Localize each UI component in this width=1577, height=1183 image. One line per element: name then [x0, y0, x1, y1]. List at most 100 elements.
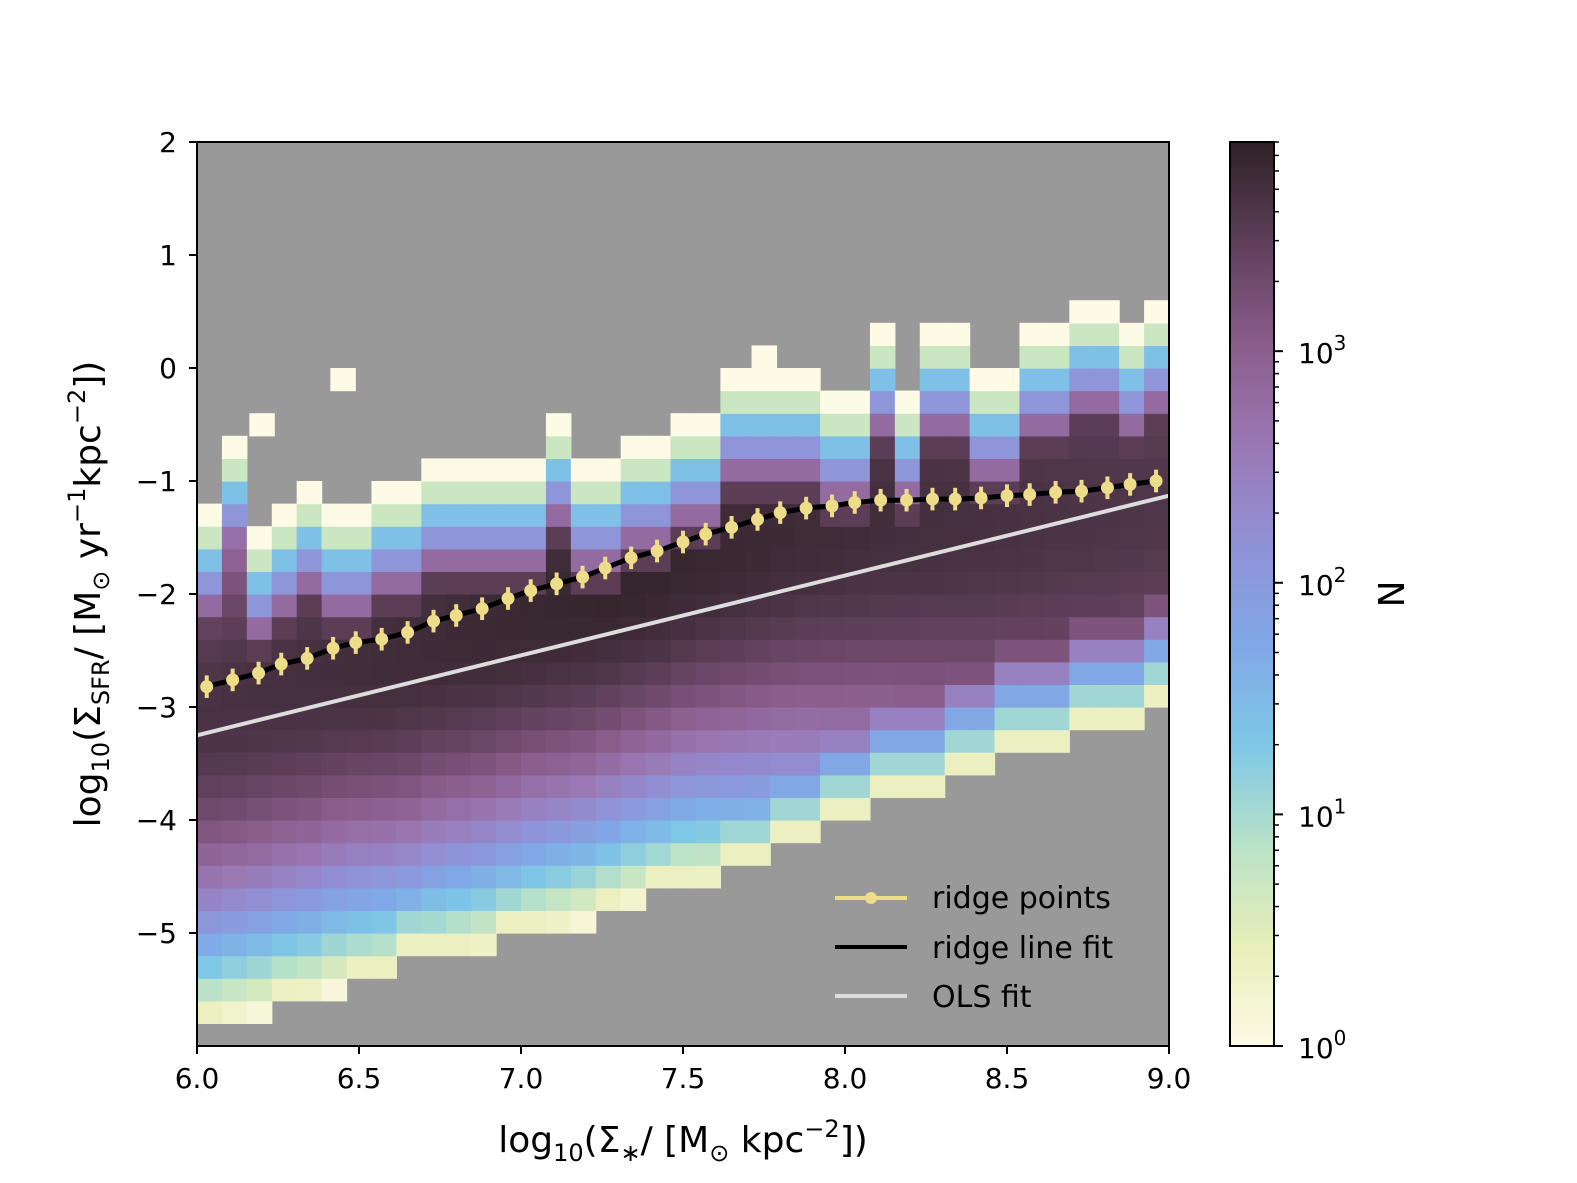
heatmap-bin — [296, 481, 323, 505]
heatmap-bin — [197, 707, 223, 731]
heatmap-bin — [944, 616, 971, 640]
x-tick-label: 7.0 — [499, 1062, 544, 1095]
heatmap-bin — [197, 526, 223, 550]
heatmap-bin — [396, 774, 422, 798]
heatmap-bin — [944, 390, 971, 414]
heatmap-bin — [271, 865, 298, 889]
heatmap-bin — [1144, 503, 1169, 527]
heatmap-bin — [1019, 661, 1045, 685]
heatmap-bin — [919, 526, 946, 550]
heatmap-bin — [645, 503, 672, 527]
heatmap-bin — [820, 481, 846, 505]
heatmap-bin — [944, 571, 971, 595]
heatmap-bin — [246, 910, 273, 934]
heatmap-bin — [720, 368, 746, 392]
heatmap-bin — [1119, 413, 1145, 437]
heatmap-bin — [197, 571, 223, 595]
heatmap-bin — [221, 774, 248, 798]
heatmap-bin — [1144, 571, 1169, 595]
heatmap-bin — [271, 797, 298, 821]
heatmap-bin — [994, 571, 1021, 595]
y-tick-label: 1 — [159, 239, 177, 272]
heatmap-bin — [1044, 458, 1070, 482]
heatmap-bin — [620, 887, 647, 911]
heatmap-bin — [221, 435, 248, 459]
heatmap-bin — [770, 684, 796, 708]
heatmap-bin — [1144, 435, 1169, 459]
heatmap-bin — [645, 752, 672, 776]
heatmap-bin — [820, 390, 846, 414]
heatmap-bin — [1094, 594, 1120, 618]
heatmap-bin — [197, 548, 223, 572]
heatmap-bin — [845, 661, 871, 685]
heatmap-bin — [670, 842, 697, 866]
heatmap-bin — [1094, 300, 1120, 324]
heatmap-bin — [321, 503, 348, 527]
heatmap-bin — [944, 458, 971, 482]
heatmap-bin — [820, 548, 846, 572]
heatmap-bin — [670, 435, 697, 459]
heatmap-bin — [795, 752, 821, 776]
heatmap-bin — [670, 548, 697, 572]
heatmap-bin — [670, 865, 697, 889]
heatmap-bin — [595, 571, 622, 595]
ridge-point — [300, 651, 314, 665]
heatmap-bin — [919, 774, 946, 798]
heatmap-bin — [1119, 390, 1145, 414]
heatmap-bin — [545, 503, 572, 527]
heatmap-bin — [845, 503, 871, 527]
heatmap-bin — [745, 707, 771, 731]
heatmap-bin — [1144, 390, 1169, 414]
heatmap-bin — [695, 413, 721, 437]
heatmap-bin — [1069, 435, 1095, 459]
heatmap-bin — [1094, 661, 1120, 685]
heatmap-bin — [720, 684, 746, 708]
heatmap-bin — [695, 616, 721, 640]
heatmap-bin — [271, 571, 298, 595]
heatmap-bin — [670, 752, 697, 776]
heatmap-bin — [321, 571, 348, 595]
heatmap-bin — [595, 661, 622, 685]
heatmap-bin — [1144, 322, 1169, 346]
heatmap-bin — [620, 684, 647, 708]
heatmap-bin — [745, 368, 771, 392]
heatmap-bin — [994, 616, 1021, 640]
heatmap-bin — [197, 594, 223, 618]
heatmap-bin — [720, 661, 746, 685]
heatmap-bin — [919, 639, 946, 663]
heatmap-bin — [346, 774, 373, 798]
heatmap-bin — [1019, 548, 1045, 572]
heatmap-bin — [321, 774, 348, 798]
heatmap-bin — [795, 458, 821, 482]
heatmap-bin — [221, 978, 248, 1002]
heatmap-bin — [720, 707, 746, 731]
heatmap-bin — [471, 481, 497, 505]
heatmap-bin — [496, 661, 522, 685]
heatmap-bin — [570, 820, 597, 844]
heatmap-bin — [246, 526, 273, 550]
heatmap-bin — [745, 752, 771, 776]
heatmap-bin — [197, 842, 223, 866]
heatmap-bin — [1069, 345, 1095, 369]
heatmap-bin — [845, 548, 871, 572]
heatmap-bin — [221, 752, 248, 776]
heatmap-bin — [496, 820, 522, 844]
heatmap-bin — [1044, 707, 1070, 731]
heatmap-bin — [894, 684, 921, 708]
heatmap-bin — [1119, 458, 1145, 482]
heatmap-bin — [1119, 684, 1145, 708]
heatmap-bin — [795, 368, 821, 392]
heatmap-bin — [396, 842, 422, 866]
heatmap-bin — [670, 571, 697, 595]
heatmap-bin — [1069, 390, 1095, 414]
heatmap-bin — [221, 820, 248, 844]
heatmap-bin — [745, 413, 771, 437]
y-tick-label: 0 — [159, 352, 177, 385]
heatmap-bin — [720, 774, 746, 798]
heatmap-bin — [570, 458, 597, 482]
heatmap-bin — [994, 503, 1021, 527]
heatmap-bin — [1069, 639, 1095, 663]
heatmap-bin — [321, 661, 348, 685]
heatmap-bin — [570, 797, 597, 821]
heatmap-bin — [545, 887, 572, 911]
